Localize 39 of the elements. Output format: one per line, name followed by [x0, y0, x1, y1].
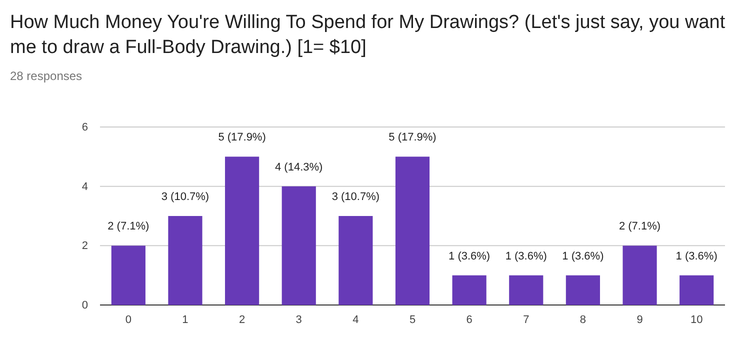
bar [680, 275, 714, 305]
x-tick-label: 6 [466, 314, 472, 326]
x-tick-label: 4 [352, 314, 359, 326]
data-label: 5 (17.9%) [388, 132, 436, 144]
data-label: 3 (10.7%) [332, 191, 380, 203]
x-tick-label: 8 [580, 314, 586, 326]
bar [622, 246, 657, 305]
bar [225, 156, 260, 305]
data-label: 1 (3.6%) [505, 250, 547, 262]
bar [509, 275, 544, 305]
data-label: 1 (3.6%) [448, 250, 490, 262]
x-tick-label: 9 [636, 314, 643, 326]
data-label: 1 (3.6%) [676, 250, 718, 262]
chart-title: How Much Money You're Willing To Spend for My Drawings? (Let's just say, you want me to draw a Full-Body Drawing.) [1= $10] [10, 12, 726, 58]
data-label: 2 (7.1%) [108, 220, 150, 233]
bar [338, 216, 373, 305]
y-tick-label: 4 [82, 180, 88, 193]
x-tick-label: 7 [523, 314, 530, 326]
x-tick-label: 0 [125, 314, 132, 326]
data-label: 4 (14.3%) [275, 161, 323, 174]
y-tick-label: 6 [82, 122, 88, 134]
x-tick-label: 10 [690, 314, 703, 326]
data-label: 2 (7.1%) [618, 220, 661, 233]
x-tick-label: 3 [296, 314, 302, 326]
x-tick-label: 1 [182, 314, 188, 326]
bar [395, 156, 430, 305]
bar [111, 246, 146, 305]
bar [452, 275, 486, 305]
bar [282, 186, 316, 305]
x-tick-label: 2 [238, 314, 246, 326]
x-tick-label: 5 [409, 314, 416, 326]
chart-subtitle: 28 responses [10, 69, 82, 83]
bar [168, 216, 202, 305]
data-label: 5 (17.9%) [218, 132, 266, 144]
data-label: 3 (10.7%) [161, 191, 210, 203]
bar [566, 275, 600, 305]
y-tick-label: 0 [82, 300, 88, 312]
y-tick-label: 2 [82, 240, 88, 252]
data-label: 1 (3.6%) [562, 250, 604, 262]
